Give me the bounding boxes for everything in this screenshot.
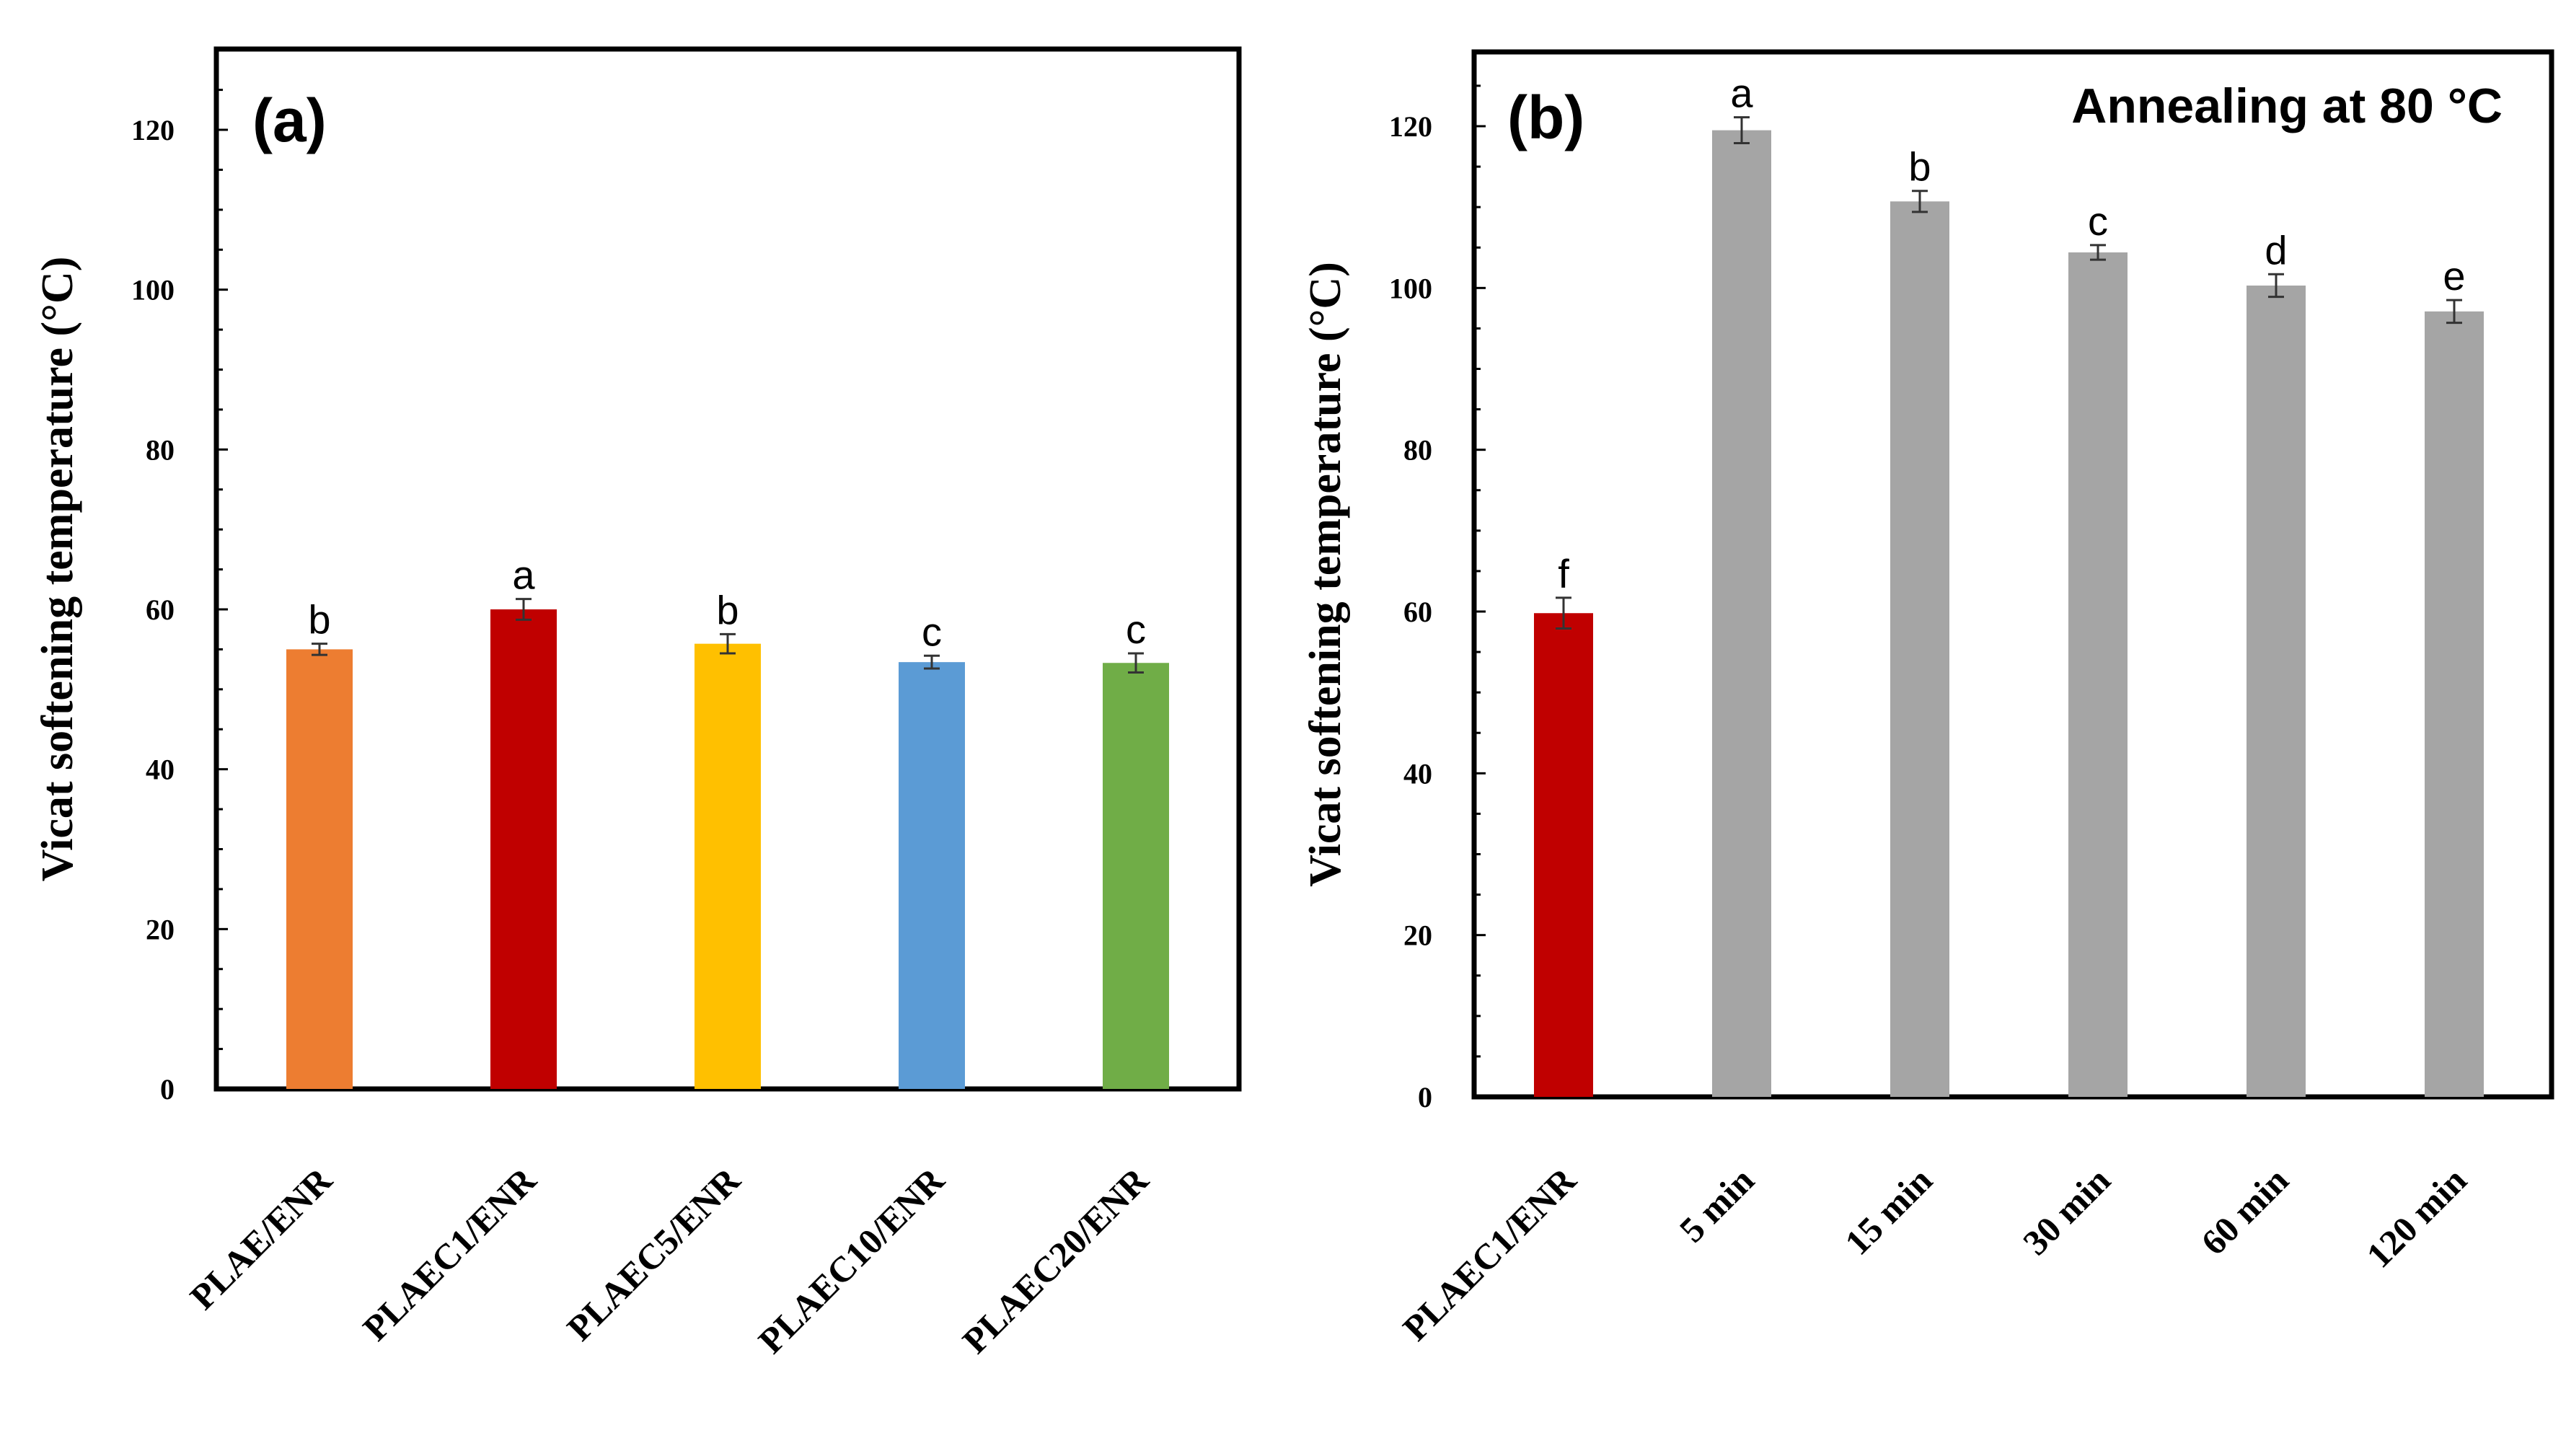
plot-frame (1471, 49, 2554, 1100)
bar (2425, 311, 2484, 1097)
significance-letter: b (716, 587, 739, 632)
annotation-text: Annealing at 80 °C (2071, 79, 2503, 133)
y-tick-label: 120 (131, 114, 175, 146)
y-tick-label: 20 (1403, 919, 1432, 952)
y-tick-label: 40 (146, 754, 175, 786)
bar (2068, 252, 2128, 1098)
significance-letter: d (2265, 227, 2287, 273)
bar (2247, 285, 2306, 1098)
significance-letter: e (2443, 253, 2465, 299)
panel-label: (a) (252, 87, 327, 154)
significance-letter: c (2088, 198, 2108, 244)
bar (899, 662, 965, 1089)
y-tick-label: 0 (1418, 1081, 1432, 1113)
significance-letter: a (512, 552, 535, 598)
bar (1890, 201, 1949, 1098)
significance-letter: b (1908, 144, 1931, 190)
y-tick-label: 20 (146, 913, 175, 945)
significance-letter: f (1558, 551, 1569, 596)
y-tick-label: 60 (1403, 596, 1432, 628)
significance-letter: a (1730, 71, 1753, 116)
y-axis-label: Vicat softening temperature (°C) (1301, 262, 1350, 887)
bar (1712, 130, 1771, 1097)
y-tick-label: 120 (1389, 110, 1432, 143)
bar (286, 649, 353, 1089)
y-tick-label: 60 (146, 594, 175, 626)
y-tick-label: 80 (146, 433, 175, 466)
y-tick-label: 40 (1403, 757, 1432, 790)
significance-letter: c (922, 609, 942, 654)
y-tick-label: 80 (1403, 434, 1432, 467)
y-axis-label: Vicat softening temperature (°C) (33, 257, 82, 882)
significance-letter: b (308, 597, 330, 643)
bar (1534, 613, 1593, 1097)
bar (490, 609, 557, 1089)
significance-letter: c (1126, 606, 1146, 652)
bar (695, 643, 761, 1089)
panel-label: (b) (1507, 84, 1584, 151)
bar (1103, 663, 1169, 1089)
y-tick-label: 100 (131, 274, 175, 306)
y-tick-label: 0 (160, 1073, 175, 1106)
y-tick-label: 100 (1389, 272, 1432, 304)
